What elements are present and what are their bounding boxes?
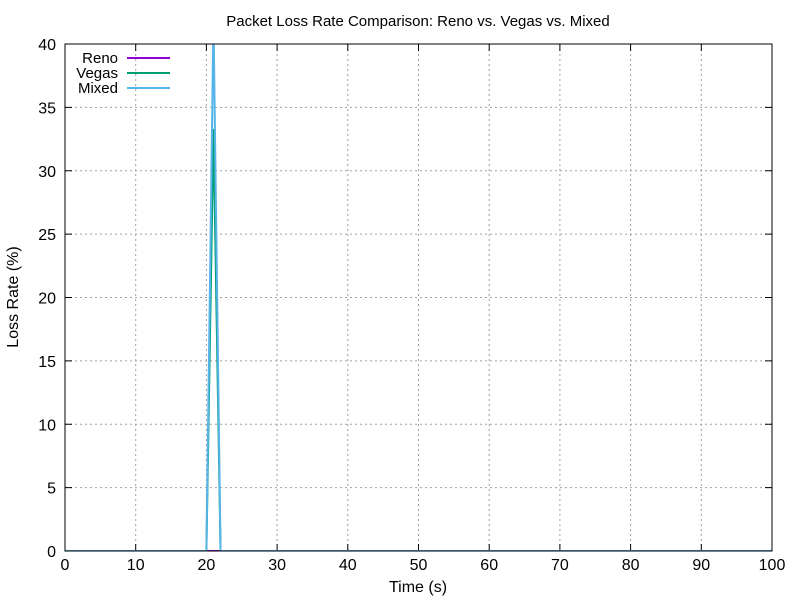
legend-label-vegas: Vegas xyxy=(76,65,118,82)
x-tick-label: 60 xyxy=(480,557,498,574)
x-tick-label: 10 xyxy=(127,557,145,574)
x-tick-label: 40 xyxy=(339,557,357,574)
legend-label-reno: Reno xyxy=(82,50,118,67)
x-tick-label: 90 xyxy=(692,557,710,574)
x-tick-label: 50 xyxy=(410,557,428,574)
x-tick-label: 70 xyxy=(551,557,569,574)
y-tick-label: 10 xyxy=(38,417,56,434)
y-tick-label: 5 xyxy=(47,481,56,498)
legend-label-mixed: Mixed xyxy=(78,80,118,97)
y-tick-label: 30 xyxy=(38,164,56,181)
x-tick-label: 30 xyxy=(268,557,286,574)
y-tick-label: 20 xyxy=(38,291,56,308)
x-tick-label: 0 xyxy=(61,557,70,574)
x-axis-label: Time (s) xyxy=(389,579,447,596)
x-tick-label: 80 xyxy=(622,557,640,574)
grid-lines xyxy=(65,44,772,551)
x-tick-label: 100 xyxy=(759,557,786,574)
y-tick-label: 25 xyxy=(38,227,56,244)
plot-frame xyxy=(64,43,773,552)
chart-title: Packet Loss Rate Comparison: Reno vs. Ve… xyxy=(226,13,610,30)
y-tick-label: 0 xyxy=(47,544,56,561)
y-tick-label: 15 xyxy=(38,354,56,371)
y-axis-label: Loss Rate (%) xyxy=(5,246,22,347)
series-line-vegas xyxy=(65,128,772,551)
series-lines xyxy=(65,44,772,551)
y-tick-label: 35 xyxy=(38,100,56,117)
x-tick-label: 20 xyxy=(198,557,216,574)
axis-ticks: 0 10 20 30 40 50 60 70 80 90 100 0 5 10 15 20 25 30 35 40 xyxy=(38,37,785,574)
y-tick-label: 40 xyxy=(38,37,56,54)
